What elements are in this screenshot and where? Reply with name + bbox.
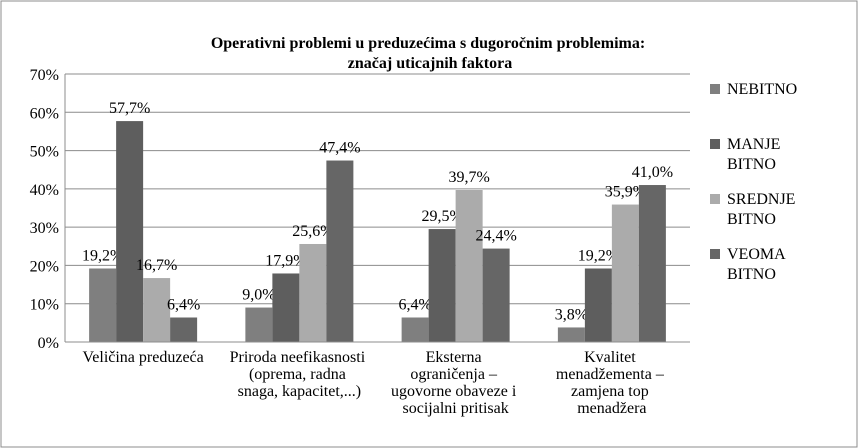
bar	[89, 268, 117, 342]
x-tick-label: Priroda neefikasnosti (oprema, radna sna…	[230, 349, 370, 400]
data-label: 25,6%	[292, 223, 333, 240]
data-label: 24,4%	[475, 228, 516, 245]
data-label: 6,4%	[398, 296, 431, 313]
legend-label: VEOMA BITNO	[727, 246, 789, 283]
data-label: 16,7%	[136, 257, 177, 274]
data-label: 41,0%	[632, 164, 673, 181]
data-label: 19,2%	[578, 247, 619, 264]
chart-title: Operativni problemi u preduzećima s dugo…	[211, 35, 649, 72]
data-label: 19,2%	[82, 247, 123, 264]
data-label: 29,5%	[421, 208, 462, 225]
bar	[638, 185, 666, 342]
data-label: 3,8%	[555, 306, 588, 323]
legend-label: NEBITNO	[727, 81, 797, 98]
legend-label: SREDNJE BITNO	[727, 191, 799, 228]
y-tick-label: 50%	[30, 144, 59, 161]
bar	[428, 229, 456, 342]
legend-swatch	[710, 194, 720, 204]
data-label: 17,9%	[265, 252, 306, 269]
y-tick-label: 40%	[30, 182, 59, 199]
y-tick-label: 20%	[30, 258, 59, 275]
bar	[245, 307, 273, 342]
x-tick-label: Veličina preduzeća	[82, 349, 203, 366]
bar	[116, 121, 144, 342]
x-tick-label: Kvalitet menadžementa – zamjena top mena…	[556, 349, 668, 417]
legend-swatch	[710, 139, 720, 149]
data-label: 35,9%	[605, 184, 646, 201]
data-label: 47,4%	[319, 140, 360, 157]
y-tick-label: 0%	[38, 335, 59, 352]
data-label: 9,0%	[242, 287, 275, 304]
y-tick-label: 30%	[30, 220, 59, 237]
legend-label: MANJE BITNO	[727, 136, 784, 173]
legend-swatch	[710, 249, 720, 259]
y-tick-label: 60%	[30, 105, 59, 122]
bar	[326, 160, 354, 342]
y-tick-label: 70%	[30, 67, 59, 84]
bar	[401, 317, 429, 342]
bar	[170, 317, 198, 342]
legend-swatch	[710, 84, 720, 94]
y-tick-label: 10%	[30, 297, 59, 314]
bar	[272, 273, 300, 342]
bar	[299, 243, 327, 342]
bar	[455, 190, 483, 342]
bar	[611, 204, 639, 342]
bar	[143, 278, 171, 342]
bar	[557, 327, 585, 342]
x-tick-label: Eksterna ograničenja – ugovorne obaveze …	[391, 349, 520, 417]
data-label: 6,4%	[167, 296, 200, 313]
data-label: 39,7%	[448, 169, 489, 186]
data-label: 57,7%	[109, 100, 150, 117]
bar	[584, 268, 612, 342]
bar	[482, 248, 510, 342]
